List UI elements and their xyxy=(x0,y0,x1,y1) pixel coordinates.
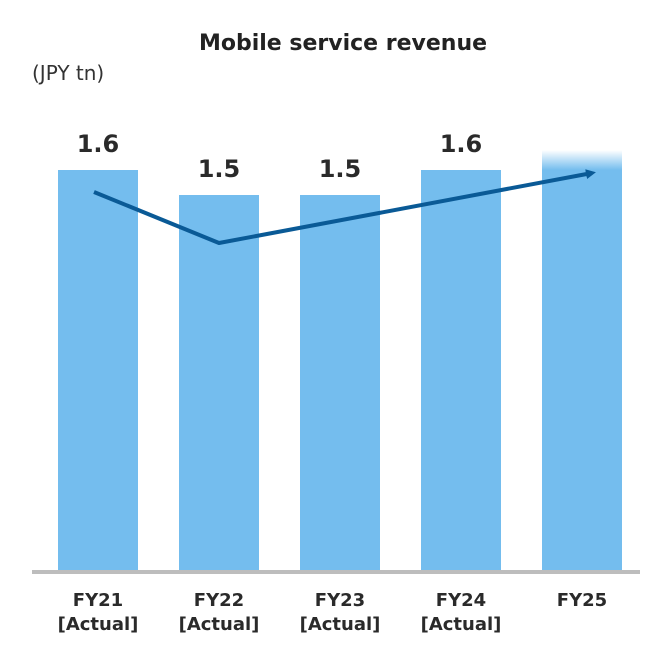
tick-note-fy24: [Actual] xyxy=(421,614,502,635)
bar-fy22 xyxy=(179,195,259,570)
tick-note-fy21: [Actual] xyxy=(58,614,139,635)
value-label-fy24: 1.6 xyxy=(440,130,483,158)
bar-fy21 xyxy=(58,170,138,570)
trend-arrow xyxy=(93,169,596,245)
bar-fy24 xyxy=(421,170,501,570)
value-label-fy21: 1.6 xyxy=(77,130,120,158)
chart-title: Mobile service revenue xyxy=(199,31,487,56)
tick-label-fy24: FY24 xyxy=(436,590,486,611)
tick-note-fy22: [Actual] xyxy=(179,614,260,635)
tick-label-fy25: FY25 xyxy=(557,590,607,611)
value-label-fy22: 1.5 xyxy=(198,155,241,183)
bar-fy25-fade xyxy=(542,150,622,170)
bar-fy23 xyxy=(300,195,380,570)
tick-label-fy22: FY22 xyxy=(194,590,244,611)
tick-note-fy23: [Actual] xyxy=(300,614,381,635)
tick-label-fy23: FY23 xyxy=(315,590,365,611)
bar-fy25 xyxy=(542,170,622,570)
value-label-fy23: 1.5 xyxy=(319,155,362,183)
tick-label-fy21: FY21 xyxy=(73,590,123,611)
unit-label: (JPY tn) xyxy=(32,61,104,85)
